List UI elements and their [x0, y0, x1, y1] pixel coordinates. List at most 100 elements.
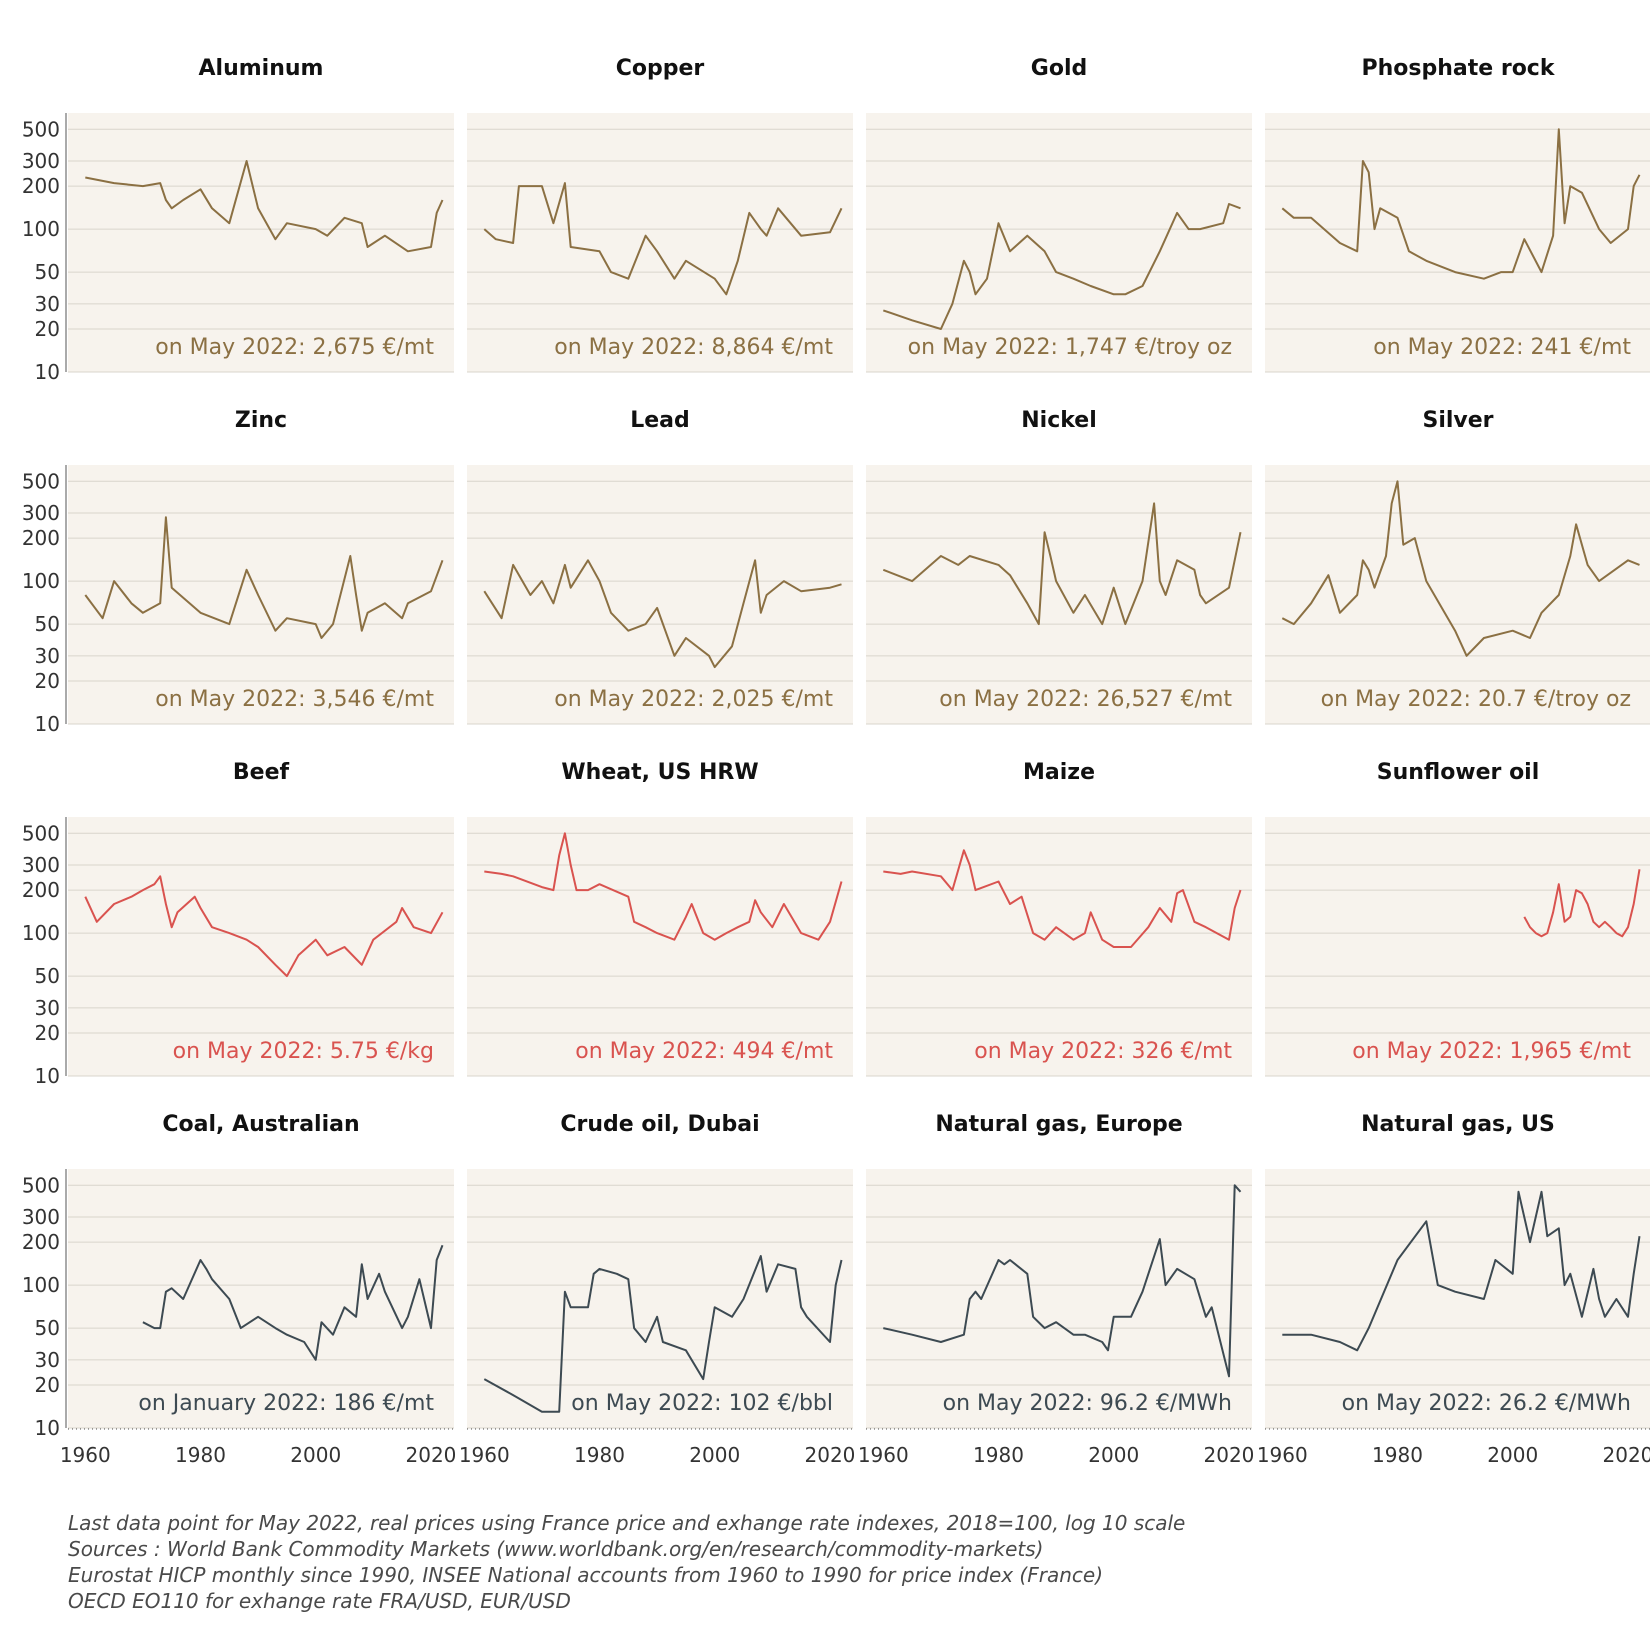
latest-value-annotation: on May 2022: 26.2 €/MWh [1342, 1391, 1631, 1416]
panel-title: Phosphate rock [1362, 56, 1556, 81]
y-tick-label: 100 [22, 921, 60, 945]
panel-natural-gas-us: Natural gas, US 1960 1980 2000 2020 on May 20… [1257, 1112, 1650, 1467]
latest-value-annotation: on May 2022: 3,546 €/mt [155, 687, 434, 712]
y-tick-label: 200 [22, 1230, 60, 1254]
panel-crude-oil-dubai: Crude oil, Dubai 1960 1980 2000 2020 on May 2… [459, 1112, 856, 1467]
y-tick-label: 100 [22, 217, 60, 241]
panel-background [866, 817, 1252, 1076]
panel-wheat-us-hrw: Wheat, US HRW on May 2022: 494 €/mt [467, 760, 853, 1077]
panel-background [68, 1169, 454, 1428]
y-tick-label: 30 [35, 292, 60, 316]
series-line [84, 875, 444, 978]
x-tick-label: 2000 [689, 1443, 740, 1467]
y-tick-label: 10 [35, 712, 60, 736]
y-tick-label: 300 [22, 501, 60, 525]
x-tick-label: 2000 [290, 1443, 341, 1467]
panel-background [1265, 465, 1650, 724]
x-tick-label: 2020 [1204, 1443, 1255, 1467]
y-tick-label: 50 [35, 612, 60, 636]
x-tick-label: 1980 [175, 1443, 226, 1467]
panel-background [68, 817, 454, 1076]
latest-value-annotation: on May 2022: 5.75 €/kg [173, 1039, 434, 1064]
panel-background [467, 1169, 853, 1428]
panel-background [467, 817, 853, 1076]
y-tick-label: 30 [35, 996, 60, 1020]
panel-maize: Maize on May 2022: 326 €/mt [866, 760, 1252, 1077]
panel-copper: Copper on May 2022: 8,864 €/mt [467, 56, 853, 373]
y-tick-label: 100 [22, 1273, 60, 1297]
y-tick-label: 100 [22, 569, 60, 593]
panel-title: Maize [1023, 760, 1095, 785]
series-line [1282, 1190, 1641, 1352]
y-tick-label: 30 [35, 1348, 60, 1372]
panel-background [1265, 113, 1650, 372]
latest-value-annotation: on May 2022: 1,747 €/troy oz [908, 335, 1232, 360]
latest-value-annotation: on May 2022: 494 €/mt [575, 1039, 833, 1064]
series-line [882, 203, 1241, 330]
latest-value-annotation: on May 2022: 8,864 €/mt [554, 335, 833, 360]
panel-title: Silver [1422, 408, 1493, 433]
y-tick-label: 20 [35, 669, 60, 693]
latest-value-annotation: on May 2022: 26,527 €/mt [939, 687, 1232, 712]
latest-value-annotation: on May 2022: 1,965 €/mt [1352, 1039, 1631, 1064]
footnote-line-3: Eurostat HICP monthly since 1990, INSEE … [68, 1563, 1103, 1587]
panel-title: Natural gas, Europe [935, 1112, 1182, 1137]
panel-natural-gas-europe: Natural gas, Europe 1960 1980 2000 2020 on Ma… [858, 1112, 1255, 1467]
latest-value-annotation: on May 2022: 96.2 €/MWh [943, 1391, 1232, 1416]
y-tick-label: 500 [22, 117, 60, 141]
series-line [483, 559, 842, 669]
x-tick-label: 1960 [459, 1443, 510, 1467]
latest-value-annotation: on May 2022: 20.7 €/troy oz [1321, 687, 1631, 712]
x-tick-label: 2020 [805, 1443, 856, 1467]
panel-silver: Silver on May 2022: 20.7 €/troy oz [1265, 408, 1650, 725]
y-tick-label: 50 [35, 1316, 60, 1340]
y-tick-label: 500 [22, 469, 60, 493]
series-line [1281, 128, 1641, 280]
footnote-line-4: OECD EO110 for exhange rate FRA/USD, EUR… [68, 1589, 571, 1613]
panel-sunflower-oil: Sunflower oil on May 2022: 1,965 €/mt [1265, 760, 1650, 1077]
panel-background [68, 465, 454, 724]
y-tick-label: 200 [22, 878, 60, 902]
x-tick-label: 1960 [60, 1443, 111, 1467]
y-tick-label: 500 [22, 1173, 60, 1197]
series-line [883, 1184, 1242, 1378]
series-line [883, 849, 1242, 948]
panel-background [1265, 817, 1650, 1076]
panel-background [1265, 1169, 1650, 1428]
series-line [142, 1244, 444, 1361]
panel-background [866, 465, 1252, 724]
panel-title: Zinc [235, 408, 287, 433]
series-line [85, 160, 444, 253]
y-tick-label: 300 [22, 1205, 60, 1229]
panel-background [866, 1169, 1252, 1428]
panel-title: Nickel [1021, 408, 1097, 433]
y-tick-label: 20 [35, 317, 60, 341]
panel-title: Aluminum [199, 56, 324, 81]
y-tick-label: 20 [35, 1021, 60, 1045]
series-line [483, 182, 843, 296]
y-tick-label: 200 [22, 174, 60, 198]
panel-title: Copper [616, 56, 705, 81]
x-tick-label: 2020 [1603, 1443, 1650, 1467]
y-tick-label: 20 [35, 1373, 60, 1397]
series-line [1523, 869, 1641, 938]
panel-nickel: Nickel on May 2022: 26,527 €/mt [866, 408, 1252, 725]
latest-value-annotation: on May 2022: 326 €/mt [974, 1039, 1232, 1064]
y-tick-label: 10 [35, 1416, 60, 1440]
latest-value-annotation: on May 2022: 2,675 €/mt [155, 335, 434, 360]
y-tick-label: 10 [35, 360, 60, 384]
y-tick-label: 500 [22, 821, 60, 845]
series-line [882, 502, 1242, 626]
y-tick-label: 300 [22, 853, 60, 877]
panel-background [866, 113, 1252, 372]
y-tick-label: 200 [22, 526, 60, 550]
panel-title: Coal, Australian [162, 1112, 359, 1137]
panel-title: Crude oil, Dubai [560, 1112, 759, 1137]
x-tick-label: 1980 [1372, 1443, 1423, 1467]
panel-title: Lead [630, 408, 690, 433]
y-tick-label: 50 [35, 260, 60, 284]
